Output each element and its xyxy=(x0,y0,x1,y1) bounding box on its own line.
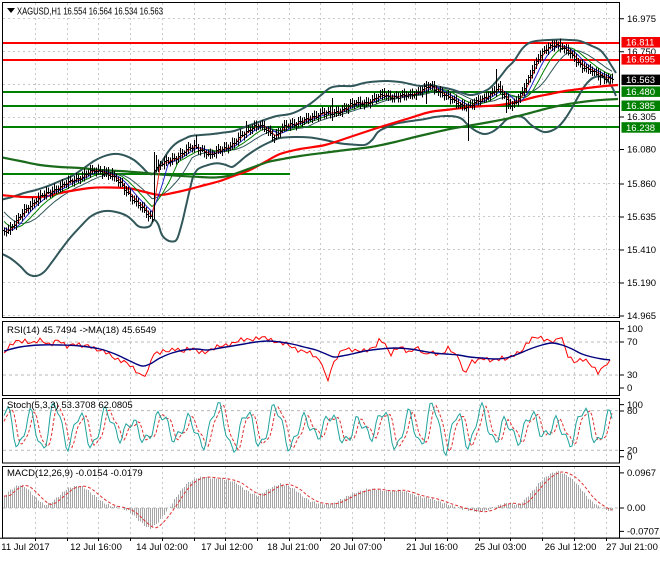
svg-text:Stoch(5,3,3) 53.3708 62.0805: Stoch(5,3,3) 53.3708 62.0805 xyxy=(7,400,133,411)
svg-text:26 Jul 12:00: 26 Jul 12:00 xyxy=(545,542,597,553)
svg-text:27 Jul 21:00: 27 Jul 21:00 xyxy=(606,542,658,553)
svg-text:16.563: 16.563 xyxy=(626,75,655,86)
svg-text:16.695: 16.695 xyxy=(626,55,655,66)
svg-text:0.00: 0.00 xyxy=(627,503,646,514)
svg-text:30: 30 xyxy=(627,370,638,381)
svg-text:-0.0707: -0.0707 xyxy=(627,527,659,538)
svg-text:0: 0 xyxy=(627,452,632,463)
svg-text:15.190: 15.190 xyxy=(627,278,656,289)
svg-text:14.965: 14.965 xyxy=(627,311,656,322)
svg-text:20 Jul 07:00: 20 Jul 07:00 xyxy=(330,542,382,553)
svg-text:11 Jul 2017: 11 Jul 2017 xyxy=(1,542,49,553)
svg-text:17 Jul 12:00: 17 Jul 12:00 xyxy=(201,542,253,553)
svg-text:25 Jul 03:00: 25 Jul 03:00 xyxy=(475,542,527,553)
svg-text:16.080: 16.080 xyxy=(627,145,656,156)
svg-text:18 Jul 21:00: 18 Jul 21:00 xyxy=(267,542,319,553)
svg-text:0.0967: 0.0967 xyxy=(627,468,656,479)
svg-text:12 Jul 16:00: 12 Jul 16:00 xyxy=(70,542,122,553)
svg-text:16.975: 16.975 xyxy=(627,14,656,25)
svg-text:MACD(12,26,9) -0.0154 -0.0179: MACD(12,26,9) -0.0154 -0.0179 xyxy=(7,468,143,479)
svg-text:80: 80 xyxy=(627,406,638,417)
svg-text:70: 70 xyxy=(627,337,638,348)
svg-text:15.635: 15.635 xyxy=(627,212,656,223)
svg-text:16.238: 16.238 xyxy=(626,123,655,134)
svg-text:16.385: 16.385 xyxy=(626,101,655,112)
svg-text:0: 0 xyxy=(627,383,632,394)
svg-text:15.410: 15.410 xyxy=(627,245,656,256)
svg-text:16.305: 16.305 xyxy=(627,112,656,123)
svg-text:100: 100 xyxy=(627,324,643,335)
svg-text:21 Jul 16:00: 21 Jul 16:00 xyxy=(406,542,458,553)
svg-text:14 Jul 02:00: 14 Jul 02:00 xyxy=(136,542,188,553)
svg-text:RSI(14) 45.7494 ->MA(18) 45.6: RSI(14) 45.7494 ->MA(18) 45.6549 xyxy=(7,325,156,336)
svg-text:XAGUSD,H1 16.554 16.564 16.53: XAGUSD,H1 16.554 16.564 16.534 16.563 xyxy=(17,7,163,18)
svg-text:15.860: 15.860 xyxy=(627,179,656,190)
svg-text:16.811: 16.811 xyxy=(626,38,654,49)
svg-text:16.480: 16.480 xyxy=(626,87,655,98)
